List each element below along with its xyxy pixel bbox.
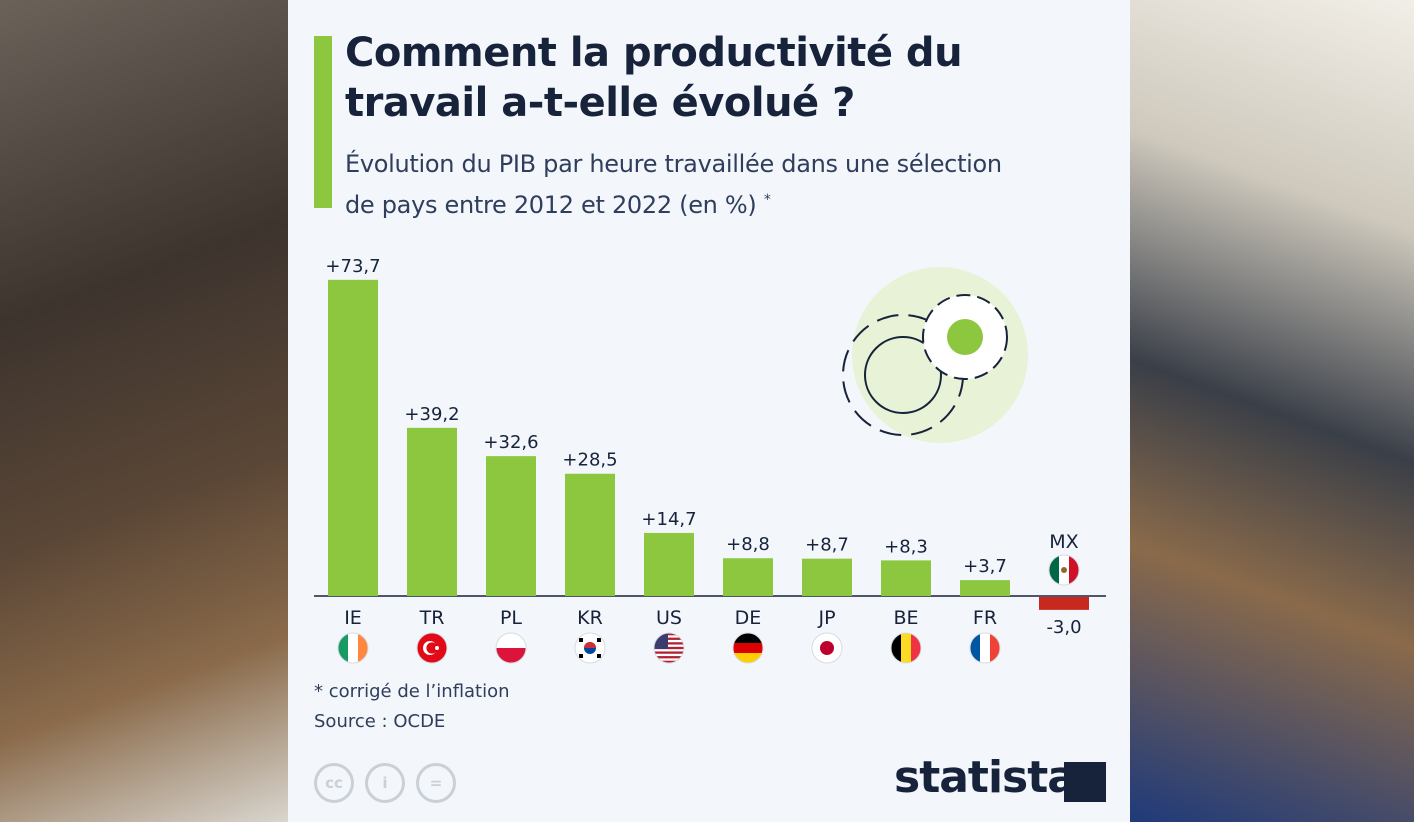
bar-TR	[407, 427, 457, 596]
bar-US	[644, 532, 694, 596]
background-photo-right	[1130, 0, 1414, 822]
flag-mexico-icon	[1048, 554, 1080, 586]
value-label-FR: +3,7	[963, 556, 1007, 577]
bar-KR	[565, 473, 615, 596]
background-photo-left	[0, 0, 288, 822]
category-label-TR: TR	[419, 607, 445, 629]
flag-south-korea-icon	[574, 632, 606, 664]
flag-turkey-icon	[416, 632, 448, 664]
flag-ireland-icon	[337, 632, 369, 664]
value-label-DE: +8,8	[726, 534, 770, 555]
source: Source : OCDE	[314, 711, 446, 732]
flag-japan-icon	[811, 632, 843, 664]
value-label-MX: -3,0	[1046, 617, 1081, 638]
flag-belgium-icon	[890, 632, 922, 664]
gears-illustration	[842, 267, 1028, 443]
category-label-BE: BE	[893, 607, 918, 629]
subtitle-marker: *	[763, 192, 771, 208]
flag-germany-icon	[732, 632, 764, 664]
bar-PL	[486, 456, 536, 596]
category-label-DE: DE	[735, 607, 762, 629]
value-label-JP: +8,7	[805, 535, 849, 556]
category-label-KR: KR	[577, 607, 603, 629]
bar-chart: +73,7 IE +39,2 TR +32,6 PL +28,5 KR +14,7 US +8,8 D…	[314, 256, 1106, 664]
category-label-IE: IE	[344, 607, 362, 629]
footnote: * corrigé de l’inflation	[314, 681, 510, 702]
value-label-TR: +39,2	[404, 404, 459, 425]
title-accent-bar	[314, 36, 332, 208]
category-label-MX: MX	[1049, 531, 1078, 553]
statista-logo: statista	[894, 752, 1077, 803]
category-label-FR: FR	[973, 607, 997, 629]
value-label-PL: +32,6	[483, 432, 538, 453]
bar-MX	[1039, 597, 1089, 610]
flag-usa-icon	[653, 632, 685, 664]
subtitle-line-2: de pays entre 2012 et 2022 (en %)	[345, 191, 757, 219]
bar-FR	[960, 580, 1010, 596]
title-line-2: travail a-t-elle évolué ?	[345, 80, 855, 126]
gear-small-icon	[922, 294, 1008, 380]
subtitle-line-1: Évolution du PIB par heure travaillée da…	[345, 150, 1002, 178]
bar-IE	[328, 279, 378, 596]
attribution-icon: i	[365, 763, 405, 803]
value-label-BE: +8,3	[884, 536, 928, 557]
value-label-US: +14,7	[641, 509, 696, 530]
category-label-US: US	[656, 607, 682, 629]
infographic-card: Comment la productivité du travail a-t-e…	[288, 0, 1130, 822]
value-label-KR: +28,5	[562, 450, 617, 471]
flag-france-icon	[969, 632, 1001, 664]
no-derivatives-icon: =	[416, 763, 456, 803]
bar-BE	[881, 560, 931, 596]
category-label-JP: JP	[817, 607, 835, 629]
chart-title: Comment la productivité du travail a-t-e…	[345, 28, 963, 128]
bar-JP	[802, 558, 852, 596]
flag-poland-icon	[495, 632, 527, 664]
value-label-IE: +73,7	[325, 256, 380, 277]
category-label-PL: PL	[500, 607, 522, 629]
chart-subtitle: Évolution du PIB par heure travaillée da…	[345, 146, 1002, 223]
bar-DE	[723, 558, 773, 596]
cc-icon: cc	[314, 763, 354, 803]
statista-logo-mark	[1064, 762, 1106, 802]
title-line-1: Comment la productivité du	[345, 30, 963, 76]
